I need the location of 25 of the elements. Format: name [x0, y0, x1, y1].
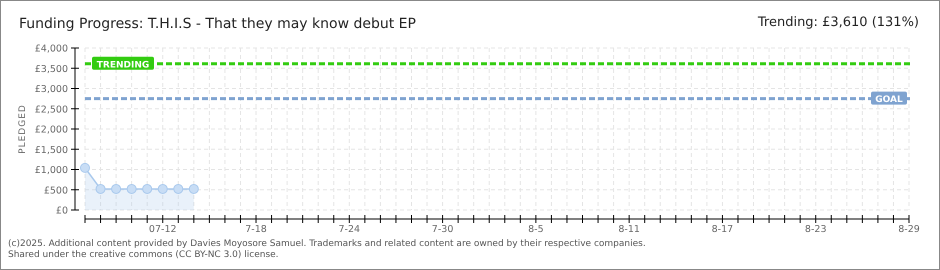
- y-tick-label: £2,500: [34, 104, 68, 116]
- x-tick-label: 8-29: [898, 224, 920, 235]
- y-tick-label: £1,000: [34, 165, 68, 176]
- x-tick-label: 07-12: [148, 224, 177, 235]
- chart-title: Funding Progress: T.H.I.S - That they may know debut EP: [19, 16, 416, 32]
- chart-subtitle: Trending: £3,610 (131%): [756, 15, 919, 30]
- ref-line-label: TRENDING: [96, 60, 150, 70]
- x-tick-label: 8-11: [618, 224, 640, 235]
- x-tick-label: 8-5: [528, 224, 544, 235]
- y-tick-label: £3,000: [34, 84, 68, 95]
- x-tick-label: 7-30: [432, 224, 454, 235]
- y-axis-title: PLEDGED: [18, 104, 28, 154]
- y-tick-label: £500: [44, 185, 68, 196]
- y-tick-label: £3,500: [34, 64, 68, 75]
- x-tick-label: 7-24: [338, 224, 360, 235]
- text: Shared under the creative commons (CC BY-NC 3.0) license.: [8, 250, 279, 260]
- text: (c)2025. Additional content provided by Davies Moyosore Samuel. Trademarks and related content are owned by their respective companies.: [8, 239, 646, 249]
- y-tick-label: £1,500: [34, 144, 68, 156]
- y-tick-label: £0: [56, 206, 68, 216]
- y-tick-label: £4,000: [34, 44, 68, 54]
- y-tick-label: £2,000: [34, 124, 68, 136]
- x-tick-label: 8-17: [712, 224, 734, 235]
- x-tick-label: 7-18: [245, 224, 267, 235]
- ref-line-label: GOAL: [875, 95, 904, 106]
- x-tick-label: 8-23: [804, 224, 826, 235]
